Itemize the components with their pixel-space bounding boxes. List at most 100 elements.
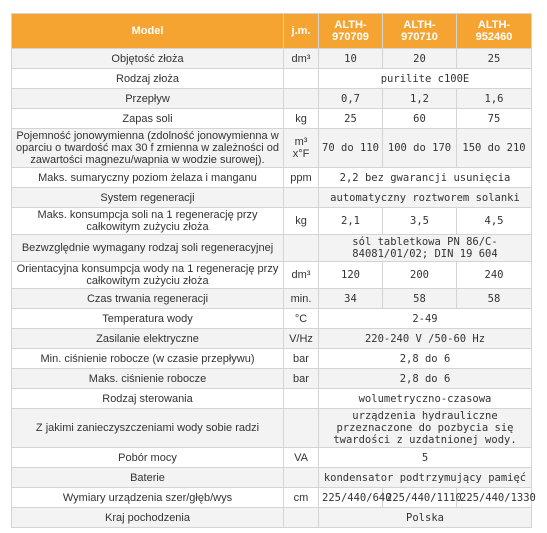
value-cell: 58 <box>456 288 532 309</box>
unit-cell <box>283 408 319 448</box>
value-cell: 225/440/1330 <box>456 487 536 508</box>
value-cell: 60 <box>382 108 457 129</box>
row-label: Min. ciśnienie robocze (w czasie przepły… <box>11 348 284 369</box>
value-cell: 10 <box>318 48 383 69</box>
value-cell: 150 do 210 <box>456 128 532 168</box>
row-label: Zasilanie elektryczne <box>11 328 284 349</box>
unit-cell: bar <box>283 348 319 369</box>
value-cell: kondensator podtrzymujący pamięć <box>318 467 532 488</box>
value-cell: 20 <box>382 48 457 69</box>
unit-cell: m³ x°F <box>283 128 319 168</box>
row-label: Pobór mocy <box>11 447 284 468</box>
unit-cell: V/Hz <box>283 328 319 349</box>
unit-cell: dm³ <box>283 48 319 69</box>
unit-cell <box>283 68 319 89</box>
value-cell: 2,2 bez gwarancji usunięcia <box>318 167 532 188</box>
unit-cell: dm³ <box>283 261 319 289</box>
spec-table: Model j.m. ALTH- 970709 ALTH- 970710 ALTH- 9524… <box>11 13 536 528</box>
value-cell: urządzenia hydrauliczne przeznaczone do … <box>318 408 532 448</box>
unit-cell: bar <box>283 368 319 389</box>
row-label: Maks. konsumpcja soli na 1 regenerację p… <box>11 207 284 235</box>
value-cell: Polska <box>318 507 532 528</box>
table-row: Rodzaj sterowania wolumetryczno-czasowa <box>11 388 532 409</box>
table-row: Orientacyjna konsumpcja wody na 1 regene… <box>11 261 532 289</box>
table-row: Temperatura wody °C 2-49 <box>11 308 532 329</box>
unit-cell: kg <box>283 207 319 235</box>
table-row: Kraj pochodzenia Polska <box>11 507 532 528</box>
row-label: Czas trwania regeneracji <box>11 288 284 309</box>
value-cell: 0,7 <box>318 88 383 109</box>
table-row: Objętość złoża dm³ 10 20 25 <box>11 48 532 69</box>
value-cell: wolumetryczno-czasowa <box>318 388 532 409</box>
row-label: Wymiary urządzenia szer/głęb/wys <box>11 487 284 508</box>
table-body: Objętość złoża dm³ 10 20 25 Rodzaj złoża puril… <box>11 48 536 528</box>
value-cell: 25 <box>318 108 383 129</box>
value-cell: purilite c100E <box>318 68 532 89</box>
value-cell: 3,5 <box>382 207 457 235</box>
value-cell: 34 <box>318 288 383 309</box>
header-cell: ALTH- 970710 <box>382 13 457 49</box>
table-row: Maks. konsumpcja soli na 1 regenerację p… <box>11 207 532 235</box>
row-label: Rodzaj złoża <box>11 68 284 89</box>
table-row: Czas trwania regeneracji min. 34 58 58 <box>11 288 532 309</box>
value-cell: 25 <box>456 48 532 69</box>
table-row: Wymiary urządzenia szer/głęb/wys cm 225/44… <box>11 487 536 508</box>
value-cell: 220-240 V /50-60 Hz <box>318 328 532 349</box>
header-cell: Model <box>11 13 284 49</box>
unit-cell <box>283 88 319 109</box>
unit-cell <box>283 507 319 528</box>
row-label: Maks. sumaryczny poziom żelaza i manganu <box>11 167 284 188</box>
header-cell: ALTH- 952460 <box>456 13 532 49</box>
row-label: System regeneracji <box>11 187 284 208</box>
unit-cell: °C <box>283 308 319 329</box>
unit-cell <box>283 467 319 488</box>
row-label: Przepływ <box>11 88 284 109</box>
value-cell: 225/440/640 <box>318 487 392 508</box>
value-cell: 1,2 <box>382 88 457 109</box>
header-cell: j.m. <box>283 13 319 49</box>
value-cell: 58 <box>382 288 457 309</box>
value-cell: 2,8 do 6 <box>318 348 532 369</box>
value-cell: 5 <box>318 447 532 468</box>
row-label: Z jakimi zanieczyszczeniami wody sobie r… <box>11 408 284 448</box>
value-cell: 240 <box>456 261 532 289</box>
table-row: Zapas soli kg 25 60 75 <box>11 108 532 129</box>
row-label: Zapas soli <box>11 108 284 129</box>
value-cell: 70 do 110 <box>318 128 383 168</box>
value-cell: 75 <box>456 108 532 129</box>
row-label: Temperatura wody <box>11 308 284 329</box>
table-row: Min. ciśnienie robocze (w czasie przepły… <box>11 348 532 369</box>
value-cell: 2,1 <box>318 207 383 235</box>
table-row: Maks. ciśnienie robocze bar 2,8 do 6 <box>11 368 532 389</box>
unit-cell: VA <box>283 447 319 468</box>
value-cell: 2-49 <box>318 308 532 329</box>
header-row: Model j.m. ALTH- 970709 ALTH- 970710 ALTH- 9524… <box>11 13 532 49</box>
table-row: Pobór mocy VA 5 <box>11 447 532 468</box>
table-row: Maks. sumaryczny poziom żelaza i manganu… <box>11 167 532 188</box>
row-label: Orientacyjna konsumpcja wody na 1 regene… <box>11 261 284 289</box>
table-row: Bezwzględnie wymagany rodzaj soli regene… <box>11 234 532 262</box>
value-cell: 2,8 do 6 <box>318 368 532 389</box>
table-row: Rodzaj złoża purilite c100E <box>11 68 532 89</box>
unit-cell <box>283 388 319 409</box>
table-row: Przepływ 0,7 1,2 1,6 <box>11 88 532 109</box>
row-label: Bezwzględnie wymagany rodzaj soli regene… <box>11 234 284 262</box>
value-cell: sól tabletkowa PN 86/C-84081/01/02; DIN … <box>318 234 532 262</box>
table-row: Baterie kondensator podtrzymujący pamięć <box>11 467 532 488</box>
table-row: Zasilanie elektryczne V/Hz 220-240 V /50-6… <box>11 328 532 349</box>
value-cell: 4,5 <box>456 207 532 235</box>
value-cell: 225/440/1110 <box>382 487 462 508</box>
value-cell: 100 do 170 <box>382 128 457 168</box>
row-label: Pojemność jonowymienna (zdolność jonowym… <box>11 128 284 168</box>
unit-cell: cm <box>283 487 319 508</box>
unit-cell <box>283 234 319 262</box>
unit-cell <box>283 187 319 208</box>
row-label: Kraj pochodzenia <box>11 507 284 528</box>
row-label: Maks. ciśnienie robocze <box>11 368 284 389</box>
header-cell: ALTH- 970709 <box>318 13 383 49</box>
unit-cell: kg <box>283 108 319 129</box>
row-label: Objętość złoża <box>11 48 284 69</box>
unit-cell: min. <box>283 288 319 309</box>
row-label: Rodzaj sterowania <box>11 388 284 409</box>
